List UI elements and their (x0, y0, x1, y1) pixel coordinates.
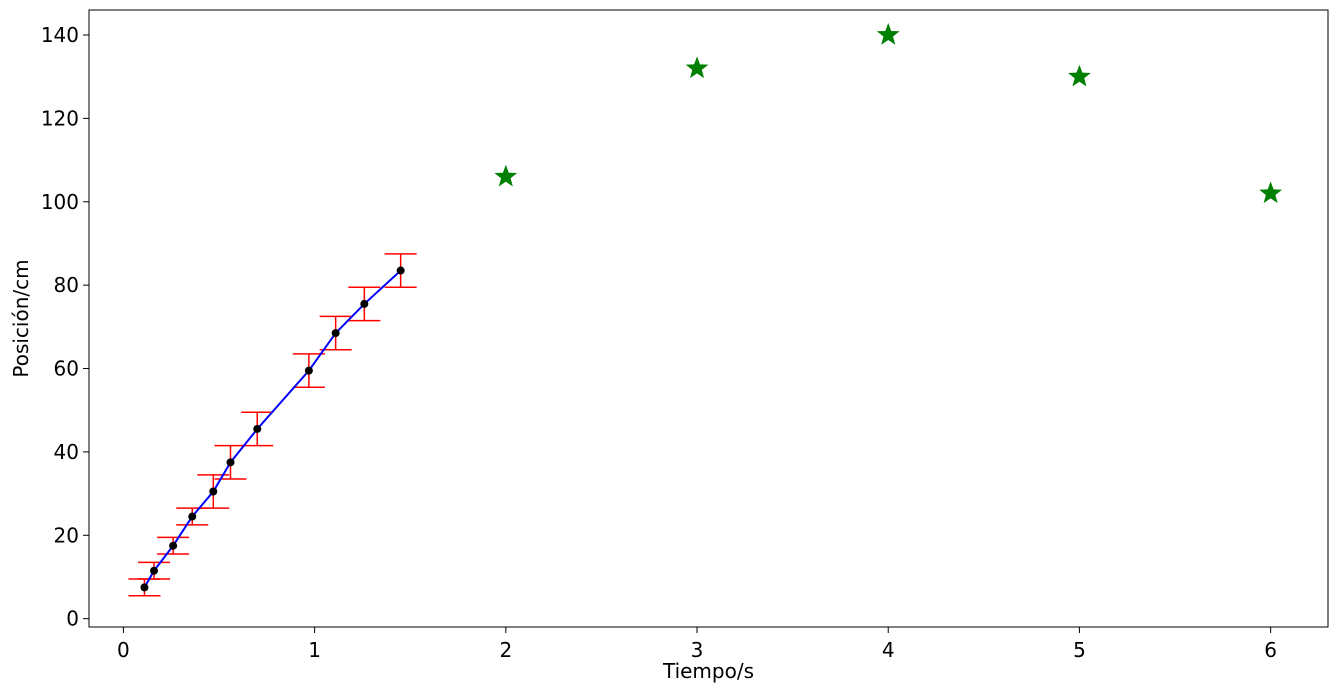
plot-frame (88, 9, 1329, 628)
data-point (253, 424, 262, 433)
y-tick-label: 120 (41, 106, 79, 130)
y-tick-label: 140 (41, 23, 79, 47)
y-tick-label: 100 (41, 190, 79, 214)
series-line (143, 269, 402, 588)
x-tick-label: 0 (117, 638, 130, 662)
data-point (188, 512, 197, 521)
y-tick-label: 60 (54, 357, 79, 381)
x-axis: 0 1 2 3 4 5 6 (117, 627, 1277, 662)
y-tick-label: 0 (66, 607, 79, 631)
x-tick-label: 1 (308, 638, 321, 662)
plot-area (128, 23, 1283, 597)
star-point (494, 164, 518, 187)
y-axis-title: Posición/cm (9, 259, 33, 377)
x-tick-label: 3 (691, 638, 704, 662)
data-point (331, 329, 340, 338)
data-point (304, 366, 313, 375)
data-point (169, 541, 178, 550)
data-point (209, 487, 218, 496)
data-point (150, 566, 159, 575)
x-axis-title: Tiempo/s (662, 659, 754, 683)
x-tick-label: 6 (1264, 638, 1277, 662)
y-tick-label: 20 (54, 523, 79, 547)
y-tick-label: 40 (54, 440, 79, 464)
star-point (876, 23, 900, 45)
y-tick-label: 80 (54, 273, 79, 297)
data-point (396, 266, 405, 275)
data-point (360, 299, 369, 308)
star-point (685, 56, 709, 79)
data-point (140, 583, 149, 592)
x-tick-label: 2 (499, 638, 512, 662)
star-point (1259, 181, 1283, 204)
star-point (1068, 64, 1091, 87)
x-tick-label: 4 (882, 638, 895, 662)
y-axis: 0 20 40 60 80 100 120 140 (41, 23, 89, 631)
x-tick-label: 5 (1073, 638, 1086, 662)
data-point (226, 458, 235, 467)
